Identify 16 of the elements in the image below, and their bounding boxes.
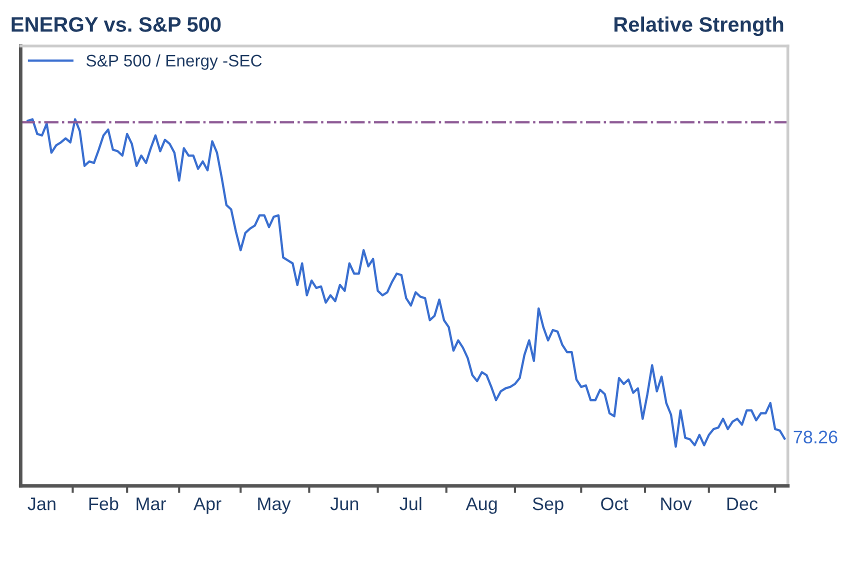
x-tick-label: May xyxy=(258,498,291,514)
x-tick-label: Jan xyxy=(28,498,56,510)
chart-subtitle: Relative Strength xyxy=(614,16,784,36)
x-tick-label: Jul xyxy=(400,496,422,510)
x-tick-label: Aug xyxy=(466,498,497,514)
text: 78.26 xyxy=(794,430,838,444)
x-tick-label: Dec xyxy=(727,498,758,510)
x-tick-label: Sep xyxy=(532,497,564,514)
x-tick-label: Jun xyxy=(330,498,358,510)
chart-title: ENERGY vs. S&P 500 xyxy=(12,17,221,32)
legend-label: S&P 500 / Energy -SEC xyxy=(86,54,262,70)
x-tick-label: Mar xyxy=(136,498,166,510)
x-tick-label: Nov xyxy=(661,498,692,510)
x-tick-label: Oct xyxy=(601,497,628,510)
x-tick-label: Feb xyxy=(89,496,118,510)
x-tick-label: Apr xyxy=(194,498,222,514)
